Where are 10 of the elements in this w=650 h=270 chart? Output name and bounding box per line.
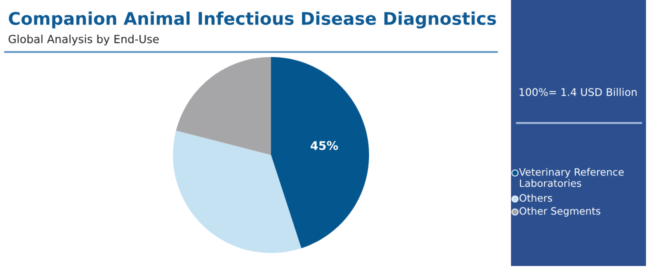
data-label: 45% — [310, 141, 338, 150]
legend-label: Veterinary Reference Laboratories — [519, 168, 624, 187]
pie-slice — [172, 130, 302, 254]
chart-title: Companion Animal Infectious Disease Diagnostics — [8, 12, 496, 28]
legend-label: Other Segments — [520, 207, 600, 217]
legend-label: Others — [520, 194, 552, 202]
pie-slice — [176, 56, 271, 155]
text: Global Analysis by End-Use — [8, 34, 159, 46]
text: 100%= 1.4 USD Billion — [520, 88, 637, 96]
pie-slice — [271, 56, 370, 248]
